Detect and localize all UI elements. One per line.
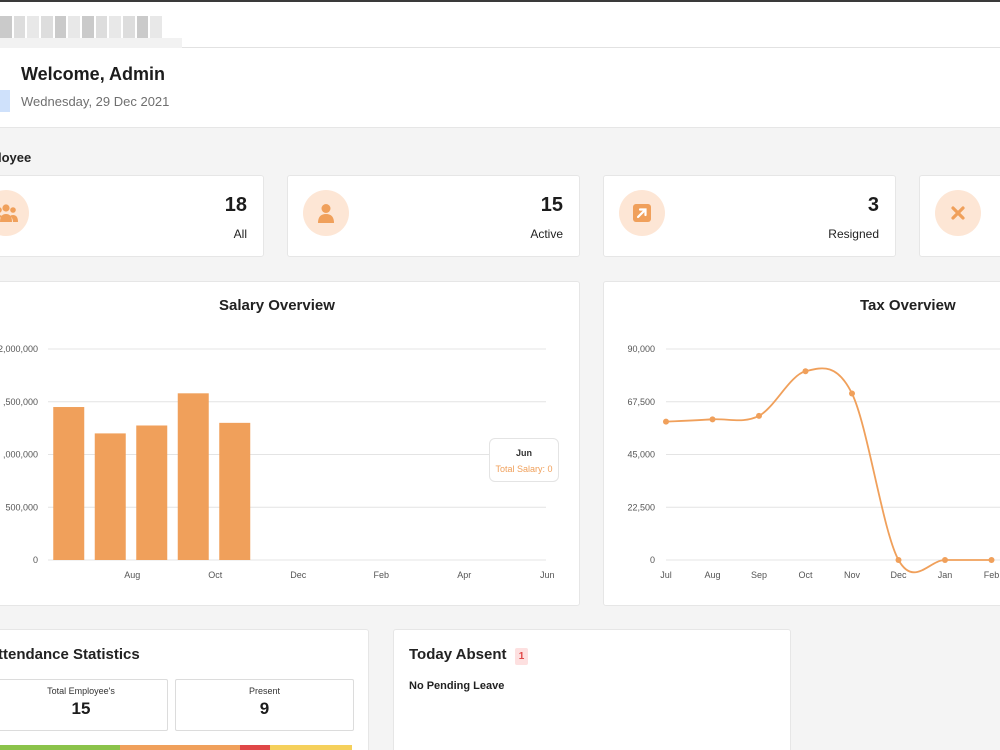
salary-bar[interactable]	[219, 422, 251, 560]
welcome-title: Welcome, Admin	[21, 64, 166, 84]
absent-count-badge: 1	[515, 648, 528, 665]
y-tick-label: 500,000	[5, 502, 38, 512]
external-link-icon	[619, 190, 665, 236]
tax-line-chart: 0 22,500 45,000 67,500 90,000 Jul Aug Sep Oct Nov…	[627, 344, 1000, 580]
tax-point[interactable]	[756, 412, 762, 419]
y-tick-label: 45,000	[627, 450, 655, 460]
tax-point[interactable]	[663, 418, 669, 425]
x-tick-label: Sep	[751, 570, 767, 580]
y-tick-label: 90,000	[627, 344, 655, 354]
x-tick-label: Jun	[540, 570, 555, 580]
x-tick-label: Dec	[290, 570, 307, 580]
today-absent-title: Today Absent	[409, 646, 507, 663]
x-tick-label: Oct	[798, 570, 813, 580]
y-tick-label: ,000,000	[3, 450, 38, 460]
stat-label: All	[233, 227, 247, 241]
x-tick-label: Feb	[373, 570, 389, 580]
salary-bar-chart: 0 500,000 ,000,000 ,500,000 2,000,000 Aug Oct D…	[0, 344, 555, 580]
y-tick-label: ,500,000	[3, 397, 38, 407]
total-employees-value: 15	[71, 699, 91, 718]
tax-line	[665, 367, 992, 574]
tax-point[interactable]	[849, 390, 855, 397]
total-employees-box: Total Employee's 15	[0, 679, 168, 731]
salary-bar[interactable]	[177, 393, 209, 560]
y-tick-label: 0	[650, 555, 655, 565]
x-tick-label: Aug	[704, 570, 720, 580]
user-icon	[303, 190, 349, 236]
tax-point[interactable]	[709, 416, 716, 423]
stat-label: Resigned	[828, 227, 879, 241]
present-value: 9	[259, 699, 270, 718]
tax-overview-title: Tax Overview	[860, 297, 956, 314]
attendance-title: ttendance Statistics	[0, 646, 140, 663]
today-absent-panel	[393, 629, 791, 750]
y-tick-label: 0	[33, 555, 38, 565]
stat-value: 18	[224, 194, 247, 216]
stat-card-active[interactable]: 15 Active	[287, 175, 580, 257]
total-employees-label: Total Employee's	[47, 686, 115, 696]
stat-value: 15	[540, 194, 563, 216]
blurred-logo	[0, 16, 163, 38]
x-tick-label: Nov	[844, 570, 861, 580]
y-tick-label: 2,000,000	[0, 344, 38, 354]
current-date: Wednesday, 29 Dec 2021	[21, 94, 170, 109]
y-tick-label: 22,500	[627, 502, 655, 512]
avatar	[0, 90, 10, 112]
salary-bar[interactable]	[136, 425, 168, 560]
stat-card-all[interactable]: 18 All	[0, 175, 264, 257]
salary-bar[interactable]	[53, 407, 85, 560]
x-tick-label: Jan	[938, 570, 953, 580]
users-icon	[0, 190, 29, 236]
present-box: Present 9	[175, 679, 354, 731]
x-tick-label: Oct	[208, 570, 223, 580]
close-icon	[935, 190, 981, 236]
x-tick-label: Aug	[124, 570, 140, 580]
y-tick-label: 67,500	[627, 397, 655, 407]
x-tick-label: Apr	[457, 570, 471, 580]
stat-card-resigned[interactable]: 3 Resigned	[603, 175, 896, 257]
tax-point[interactable]	[802, 368, 809, 375]
top-bar	[0, 0, 1000, 52]
employee-section-label: loyee	[0, 150, 32, 165]
tax-point[interactable]	[895, 557, 902, 563]
salary-overview-title: Salary Overview	[219, 297, 335, 314]
x-tick-label: Dec	[890, 570, 907, 580]
x-tick-label: Feb	[984, 570, 1000, 580]
tooltip-value: Total Salary: 0	[495, 464, 553, 474]
stat-card-partial[interactable]	[919, 175, 1000, 257]
tax-point[interactable]	[988, 557, 995, 563]
stat-value: 3	[867, 194, 879, 216]
x-tick-label: Jul	[660, 570, 672, 580]
salary-bar[interactable]	[94, 433, 126, 560]
tooltip-title: Jun	[515, 448, 532, 458]
stat-label: Active	[530, 227, 563, 241]
tax-overview-panel	[603, 281, 1000, 606]
welcome-section: Welcome, Admin Wednesday, 29 Dec 2021	[0, 48, 1000, 128]
chart-tooltip: Jun Total Salary: 0	[489, 438, 559, 482]
attendance-progress-strip	[0, 745, 352, 750]
no-pending-leave-text: No Pending Leave	[409, 680, 505, 692]
tax-point[interactable]	[942, 557, 948, 563]
present-label: Present	[248, 686, 281, 696]
